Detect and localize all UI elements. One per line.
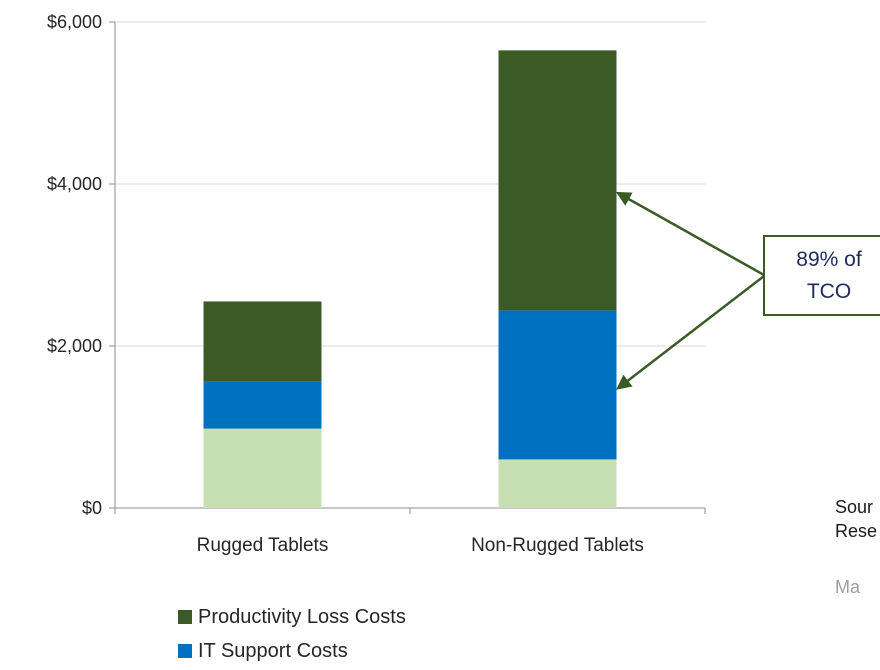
- y-tick-label: $4,000: [47, 174, 102, 194]
- bar-segment-1: [499, 459, 617, 508]
- bars: [204, 50, 617, 508]
- legend: Productivity Loss Costs IT Support Costs: [178, 600, 406, 668]
- bar-segment-2: [499, 310, 617, 459]
- arrow-to-it-support: [619, 276, 765, 388]
- y-tick-label: $2,000: [47, 336, 102, 356]
- footer-text: Ma: [835, 577, 860, 598]
- legend-label-it-support: IT Support Costs: [198, 640, 348, 663]
- category-label: Rugged Tablets: [197, 535, 329, 556]
- y-tick-labels: $0 $2,000 $4,000 $6,000: [47, 12, 102, 518]
- bar-segment-3: [204, 301, 322, 381]
- legend-swatch-productivity: [178, 610, 192, 624]
- callout-arrows: [619, 193, 765, 388]
- callout-line-2: TCO: [807, 280, 851, 303]
- legend-swatch-it-support: [178, 644, 192, 658]
- bar-segment-2: [204, 382, 322, 429]
- bar-segment-3: [499, 50, 617, 310]
- legend-item-productivity: Productivity Loss Costs: [178, 600, 406, 634]
- arrow-to-productivity: [619, 193, 765, 275]
- category-labels: Rugged Tablets Non-Rugged Tablets: [197, 535, 644, 556]
- legend-label-productivity: Productivity Loss Costs: [198, 606, 406, 629]
- bar-segment-1: [204, 429, 322, 508]
- source-note: Sour Rese: [835, 495, 877, 543]
- callout-line-1: 89% of: [796, 248, 862, 271]
- y-tick-label: $0: [82, 498, 102, 518]
- legend-item-it-support: IT Support Costs: [178, 634, 406, 668]
- y-tick-label: $6,000: [47, 12, 102, 32]
- tco-callout: 89% of TCO: [764, 236, 880, 315]
- category-label: Non-Rugged Tablets: [471, 535, 644, 556]
